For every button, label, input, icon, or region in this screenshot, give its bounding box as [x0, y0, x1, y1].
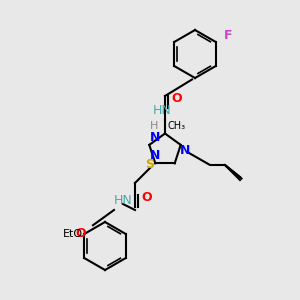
Text: EtO: EtO [63, 229, 83, 239]
Text: S: S [146, 158, 154, 171]
Text: CH₃: CH₃ [168, 121, 186, 131]
Text: N: N [150, 131, 160, 144]
Text: F: F [224, 29, 232, 42]
Text: O: O [171, 92, 181, 105]
Text: N: N [150, 149, 160, 162]
Text: N: N [180, 145, 190, 158]
Text: HN: HN [153, 104, 172, 117]
Text: O: O [141, 191, 152, 204]
Text: H: H [150, 121, 158, 131]
Text: O: O [75, 227, 86, 240]
Text: HN: HN [114, 194, 133, 207]
